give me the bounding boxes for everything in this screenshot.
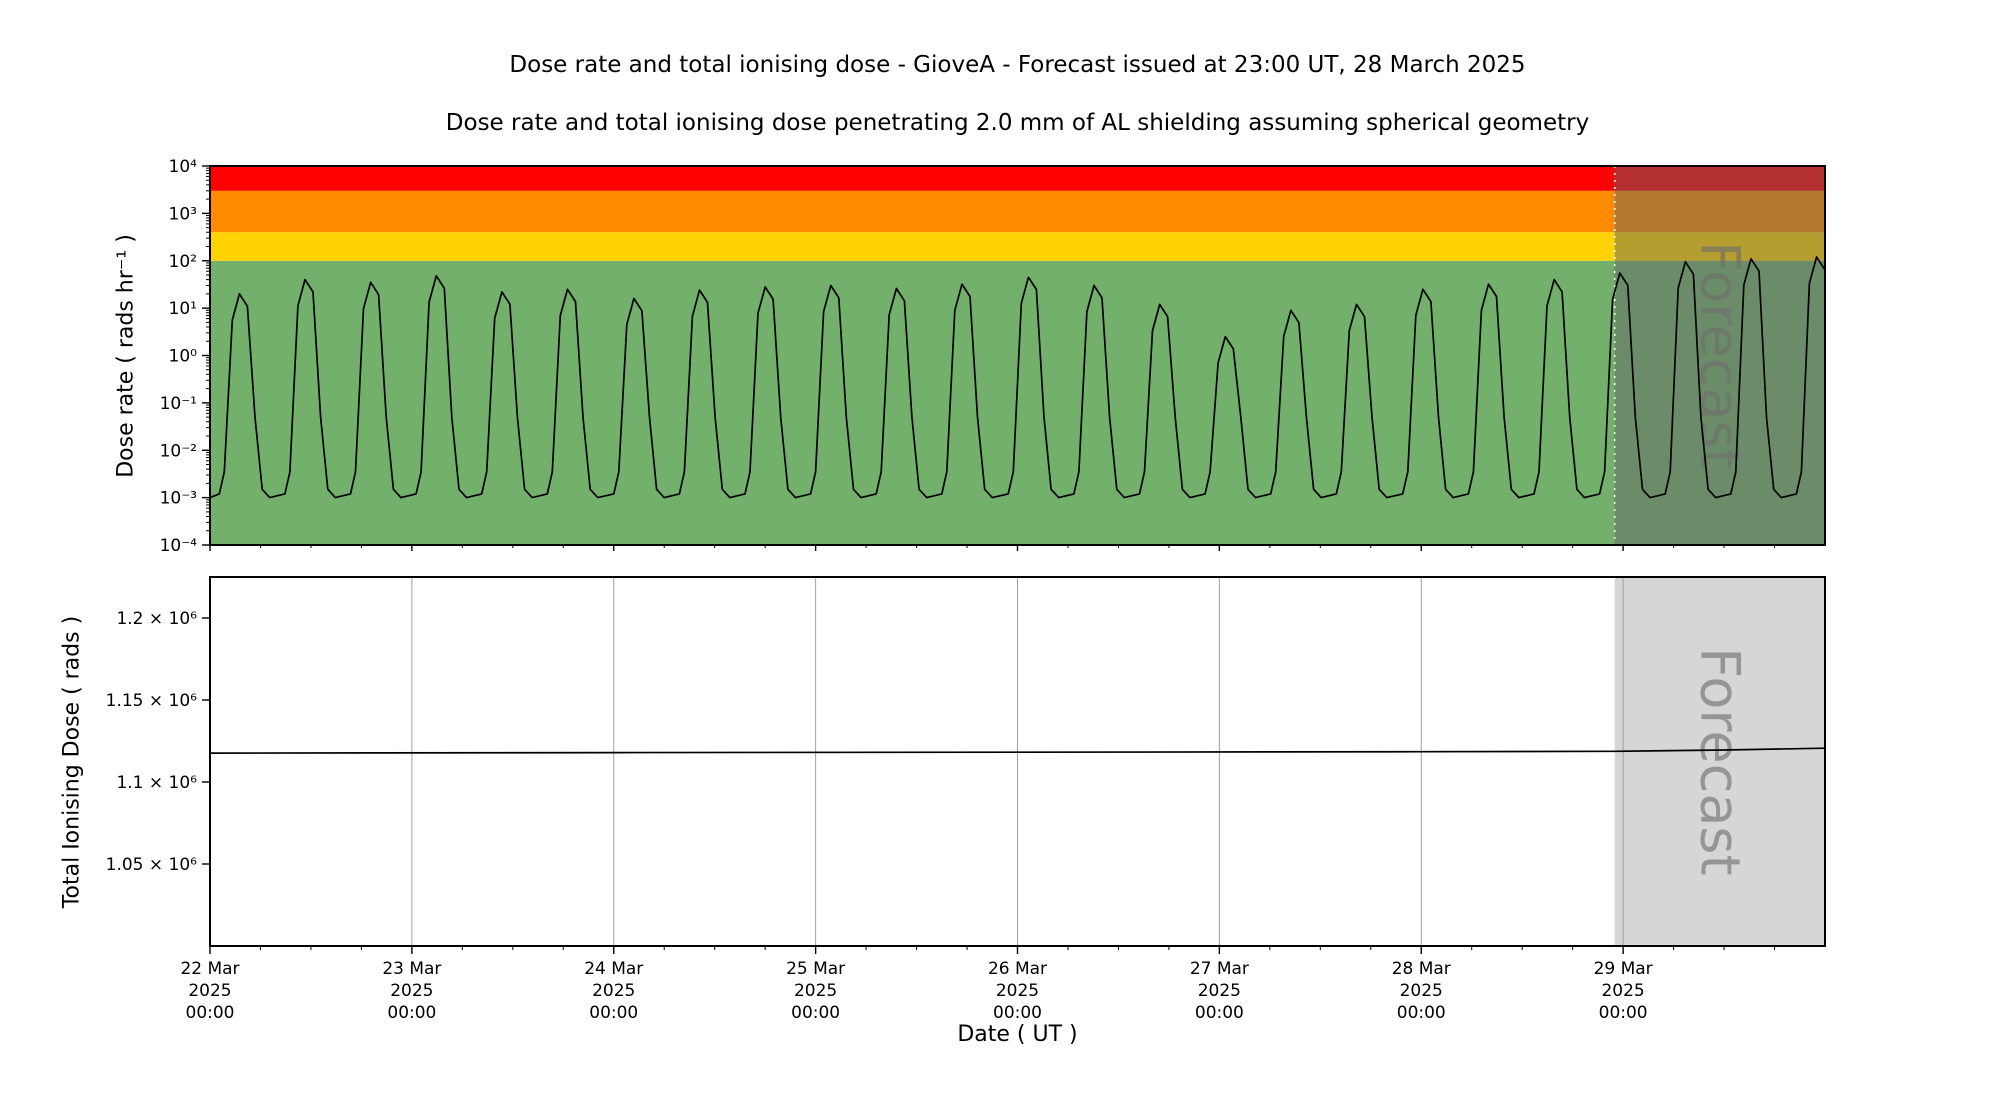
total-dose-axis-label: Total Ionising Dose ( rads ) bbox=[59, 615, 85, 909]
y-tick-label: 1.2 × 10⁶ bbox=[116, 609, 197, 629]
x-tick-label: 25 Mar 2025 00:00 bbox=[786, 959, 845, 1023]
y-tick-label: 10⁴ bbox=[169, 157, 198, 177]
total-dose-axes: 1.2 × 10⁶ 1.15 × 10⁶ 1.1 × 10⁶ 1.05 × 10⁶ 22… bbox=[106, 609, 1776, 1023]
y-tick-label: 10⁻¹ bbox=[160, 394, 197, 414]
y-tick-label: 10⁻² bbox=[160, 441, 197, 461]
dose-rate-axis-label: Dose rate ( rads hr⁻¹ ) bbox=[113, 234, 139, 478]
total-dose-series bbox=[209, 747, 1826, 754]
y-tick-label: 1.1 × 10⁶ bbox=[116, 773, 197, 793]
y-tick-label: 10⁻⁴ bbox=[160, 536, 198, 556]
x-tick-label: 26 Mar 2025 00:00 bbox=[988, 959, 1047, 1023]
date-axis-label: Date ( UT ) bbox=[957, 1022, 1078, 1047]
band-warning-yellow bbox=[210, 232, 1825, 261]
y-tick-label: 10⁻³ bbox=[160, 489, 197, 509]
x-tick-label: 23 Mar 2025 00:00 bbox=[382, 959, 441, 1023]
forecast-overlay-bottom bbox=[1614, 577, 1825, 946]
forecast-overlay-top bbox=[1614, 166, 1825, 545]
band-alert-orange bbox=[210, 190, 1825, 233]
band-nominal-green bbox=[210, 260, 1825, 545]
y-tick-label: 10³ bbox=[169, 204, 197, 224]
x-tick-label: 22 Mar 2025 00:00 bbox=[180, 959, 239, 1023]
x-tick-label: 27 Mar 2025 00:00 bbox=[1190, 959, 1249, 1023]
x-tick-label: 28 Mar 2025 00:00 bbox=[1392, 959, 1451, 1023]
y-tick-label: 1.15 × 10⁶ bbox=[106, 691, 198, 711]
dose-rate-panel: Forecast bbox=[209, 165, 1826, 546]
forecast-label-bottom: Forecast bbox=[1688, 647, 1751, 876]
y-tick-label: 10¹ bbox=[169, 299, 197, 319]
figure-subtitle: Dose rate and total ionising dose penetr… bbox=[445, 110, 1590, 136]
figure-title: Dose rate and total ionising dose - Giov… bbox=[509, 52, 1526, 78]
band-critical-red bbox=[210, 166, 1825, 191]
y-tick-label: 1.05 × 10⁶ bbox=[106, 855, 198, 875]
y-tick-label: 10⁰ bbox=[169, 347, 198, 367]
x-tick-label: 29 Mar 2025 00:00 bbox=[1594, 959, 1653, 1023]
dose-rate-y-axis: 10⁴ 10³ 10² 10¹ 10⁰ 10⁻¹ 10⁻² 10⁻³ 10⁻⁴ bbox=[160, 157, 1776, 556]
dose-rate-series bbox=[209, 256, 1826, 499]
x-tick-label: 24 Mar 2025 00:00 bbox=[584, 959, 643, 1023]
total-dose-panel: Forecast bbox=[209, 576, 1826, 947]
y-tick-label: 10² bbox=[169, 252, 197, 272]
